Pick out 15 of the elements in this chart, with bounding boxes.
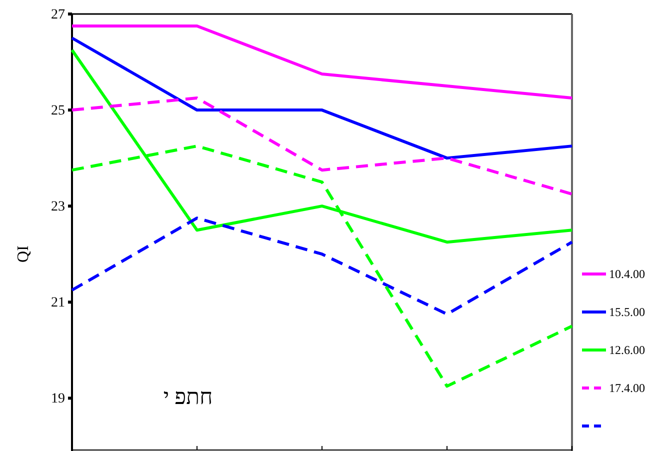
legend-label: 15.5.00	[609, 305, 645, 319]
line-series	[70, 24, 574, 100]
y-tick-label: 27	[51, 7, 65, 22]
y-axis-title: QI	[15, 246, 32, 262]
annotation: חתפ י	[163, 384, 213, 409]
line-series	[70, 36, 574, 160]
legend-label: 12.6.00	[609, 343, 645, 357]
legend-label: 17.4.00	[609, 381, 645, 395]
line-series	[70, 216, 574, 316]
y-tick-label: 25	[51, 104, 65, 119]
y-tick-label: 19	[51, 392, 65, 407]
y-tick-label: 21	[51, 296, 65, 311]
y-tick-label: 23	[51, 200, 65, 215]
legend-label: 10.4.00	[609, 267, 645, 281]
line-series	[70, 96, 574, 196]
